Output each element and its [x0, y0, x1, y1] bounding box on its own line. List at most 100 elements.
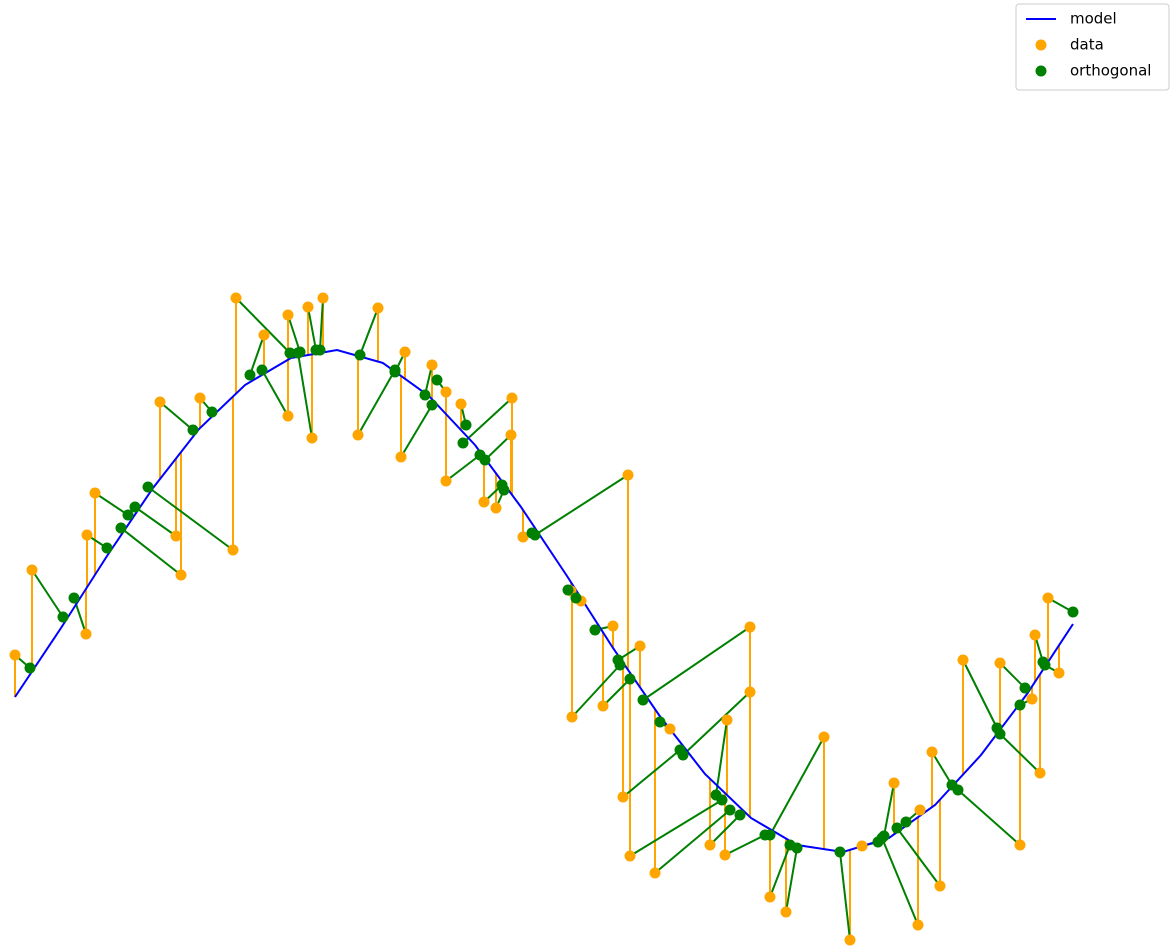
orthogonal-point [952, 784, 964, 796]
orthogonal-residual [896, 827, 941, 887]
orthogonal-point [129, 501, 141, 513]
data-point [764, 891, 776, 903]
orthogonal-point [142, 481, 154, 493]
data-point [844, 934, 856, 946]
orthogonal-point [457, 437, 469, 449]
orthogonal-point [101, 542, 113, 554]
data-point [1029, 629, 1041, 641]
data-point [624, 850, 636, 862]
orthogonal-point [460, 419, 472, 431]
orthogonal-residual [120, 527, 182, 576]
orthogonal-point [419, 389, 431, 401]
orthogonal-point [834, 846, 846, 858]
data-point [744, 621, 756, 633]
orthogonal-residual [642, 626, 751, 701]
orthogonal-point [876, 832, 888, 844]
data-point [914, 804, 926, 816]
orthogonal-residual [484, 434, 512, 461]
orthogonal-point [734, 809, 746, 821]
orthogonal-point [1014, 699, 1026, 711]
orthogonal-point [284, 347, 296, 359]
orthogonal-residuals [14, 297, 1074, 941]
orthogonal-residual [881, 837, 919, 926]
data-point [440, 475, 452, 487]
orthogonal-residual [571, 664, 621, 718]
data-point [352, 429, 364, 441]
orthogonal-point [791, 842, 803, 854]
orthogonal-residual [769, 844, 791, 898]
orthogonal-residual [962, 659, 998, 729]
data-point [455, 398, 467, 410]
data-point [617, 791, 629, 803]
data-point [719, 849, 731, 861]
data-point [80, 628, 92, 640]
data-point [934, 880, 946, 892]
data-point [154, 396, 166, 408]
orthogonal-residual [769, 736, 825, 836]
data-point [1026, 693, 1038, 705]
orthogonal-point [1019, 682, 1031, 694]
orthogonal-point [354, 349, 366, 361]
orthogonal-point [314, 344, 326, 356]
data-point [81, 529, 93, 541]
orthogonal-residual [654, 809, 731, 874]
data-point [994, 657, 1006, 669]
orthogonal-residual [359, 307, 379, 356]
data-point [372, 302, 384, 314]
orthogonal-point [710, 789, 722, 801]
orthogonal-residual [462, 397, 513, 444]
orthogonal-residual [297, 352, 313, 439]
legend: model data orthogonal [1015, 3, 1170, 91]
orthogonal-residual [249, 334, 265, 376]
data-point [1042, 592, 1054, 604]
orthogonal-residual [445, 454, 481, 482]
orthogonal-point [654, 716, 666, 728]
orthogonal-residual [147, 486, 234, 551]
orthogonal-point [589, 624, 601, 636]
orthogonal-point [994, 728, 1006, 740]
data-point [282, 410, 294, 422]
orthogonal-point [1067, 606, 1079, 618]
orthogonal-point [122, 509, 134, 521]
data-point [926, 746, 938, 758]
orthogonal-residual [957, 789, 1021, 846]
data-point [506, 392, 518, 404]
orthogonal-residual [235, 297, 291, 354]
data-point [856, 840, 868, 852]
data-point [517, 531, 529, 543]
orthogonal-residual [883, 782, 895, 837]
data-point [704, 839, 716, 851]
data-point [194, 392, 206, 404]
orthogonal-residual [931, 751, 953, 786]
data-point [1034, 767, 1046, 779]
orthogonal-point [724, 804, 736, 816]
data-point [282, 309, 294, 321]
data-point [912, 919, 924, 931]
orthogonal-point [187, 424, 199, 436]
vertical-residuals [14, 298, 1060, 940]
orthogonal-residual [709, 814, 741, 846]
data-point [721, 714, 733, 726]
orthogonal-point [891, 822, 903, 834]
orthogonal-residual [159, 401, 194, 431]
data-point [490, 502, 502, 514]
orthogonal-residual [602, 678, 631, 707]
data-point [302, 301, 314, 313]
data-point [1014, 839, 1026, 851]
data-point [89, 487, 101, 499]
orthogonal-residual [622, 749, 681, 798]
orthogonal-point [637, 694, 649, 706]
orthogonal-residual [261, 369, 289, 417]
orthogonal-residual [357, 369, 396, 436]
data-point [1053, 667, 1065, 679]
data-point [317, 292, 329, 304]
legend-label: data [1070, 36, 1104, 54]
legend-label: orthogonal [1070, 62, 1151, 80]
orthogonal-point [526, 527, 538, 539]
data-point [957, 654, 969, 666]
orthogonal-residual [307, 306, 317, 351]
orthogonal-point [1039, 659, 1051, 671]
orthogonal-point [206, 406, 218, 418]
orthogonal-point [900, 816, 912, 828]
